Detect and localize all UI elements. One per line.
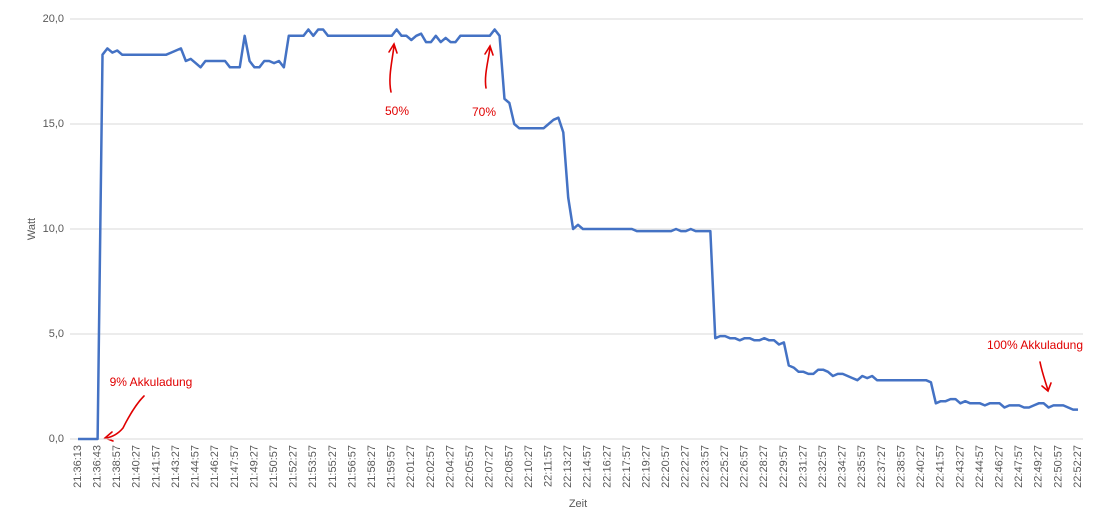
x-tick-label: 22:17:57 — [621, 445, 633, 488]
y-tick-label: 15,0 — [43, 118, 64, 130]
x-tick-label: 22:34:27 — [837, 445, 849, 488]
x-tick-label: 22:11:57 — [542, 445, 554, 487]
x-tick-label: 22:19:27 — [641, 445, 653, 488]
y-tick-label: 10,0 — [43, 223, 64, 235]
x-tick-label: 22:23:57 — [699, 445, 711, 488]
x-tick-label: 22:52:27 — [1072, 445, 1084, 488]
x-tick-label: 22:37:27 — [876, 445, 888, 488]
x-tick-label: 22:20:57 — [660, 445, 672, 488]
x-tick-label: 21:56:57 — [346, 445, 358, 488]
annotation: 70% — [472, 105, 496, 119]
x-tick-label: 22:05:57 — [464, 445, 476, 488]
arrow — [388, 42, 398, 93]
arrow — [103, 395, 145, 442]
x-tick-label: 22:44:57 — [974, 445, 986, 488]
x-tick-label: 22:16:27 — [601, 445, 613, 488]
annotation: 100% Akkuladung — [987, 338, 1083, 352]
x-tick-label: 21:58:27 — [366, 445, 378, 488]
x-tick-label: 21:43:27 — [170, 445, 182, 488]
y-tick-label: 0,0 — [49, 433, 64, 445]
x-tick-label: 21:53:57 — [307, 445, 319, 488]
x-tick-label: 22:32:57 — [817, 445, 829, 488]
x-tick-label: 22:01:27 — [405, 445, 417, 488]
x-tick-label: 21:50:57 — [268, 445, 280, 488]
x-tick-label: 22:26:57 — [739, 445, 751, 488]
y-tick-label: 20,0 — [43, 13, 64, 25]
x-tick-label: 22:08:57 — [503, 445, 515, 488]
x-tick-label: 22:14:57 — [582, 445, 594, 488]
arrow — [1039, 361, 1052, 393]
x-tick-label: 22:13:27 — [562, 445, 574, 488]
x-tick-label: 21:47:57 — [229, 445, 241, 488]
x-tick-label: 21:55:27 — [327, 445, 339, 488]
x-axis-label: Zeit — [569, 498, 587, 510]
x-tick-label: 21:38:57 — [111, 445, 123, 488]
x-tick-label: 22:35:57 — [856, 445, 868, 488]
x-tick-label: 22:04:27 — [444, 445, 456, 488]
x-tick-label: 21:36:43 — [92, 445, 104, 488]
x-tick-label: 21:40:27 — [131, 445, 143, 488]
x-tick-label: 22:25:27 — [719, 445, 731, 488]
x-tick-label: 22:28:27 — [758, 445, 770, 488]
x-tick-label: 21:52:27 — [288, 445, 300, 488]
x-tick-label: 22:31:27 — [797, 445, 809, 488]
x-tick-label: 22:46:27 — [993, 445, 1005, 488]
x-tick-label: 22:07:27 — [484, 445, 496, 488]
arrows — [103, 42, 1052, 442]
x-tick-label: 21:46:27 — [209, 445, 221, 488]
y-axis-label: Watt — [26, 218, 38, 240]
x-tick-label: 22:43:27 — [954, 445, 966, 488]
x-tick-label: 22:02:57 — [425, 445, 437, 488]
x-tick-label: 21:36:13 — [72, 445, 84, 488]
x-tick-label: 22:40:27 — [915, 445, 927, 488]
y-tick-label: 5,0 — [49, 328, 64, 340]
x-tick-label: 22:47:57 — [1013, 445, 1025, 488]
annotation: 9% Akkuladung — [110, 375, 193, 389]
annotation: 50% — [385, 104, 409, 118]
x-tick-label: 21:44:57 — [190, 445, 202, 488]
arrow — [484, 44, 494, 89]
x-tick-label: 22:29:57 — [778, 445, 790, 488]
x-tick-label: 21:49:27 — [248, 445, 260, 488]
x-tick-label: 22:10:27 — [523, 445, 535, 488]
x-tick-label: 21:59:57 — [386, 445, 398, 488]
x-tick-label: 22:22:27 — [680, 445, 692, 488]
x-tick-label: 22:38:57 — [895, 445, 907, 488]
x-tick-label: 22:50:57 — [1052, 445, 1064, 488]
x-tick-label: 21:41:57 — [150, 445, 162, 488]
line — [78, 28, 1078, 441]
x-tick-label: 22:49:27 — [1033, 445, 1045, 488]
x-tick-label: 22:41:57 — [935, 445, 947, 488]
